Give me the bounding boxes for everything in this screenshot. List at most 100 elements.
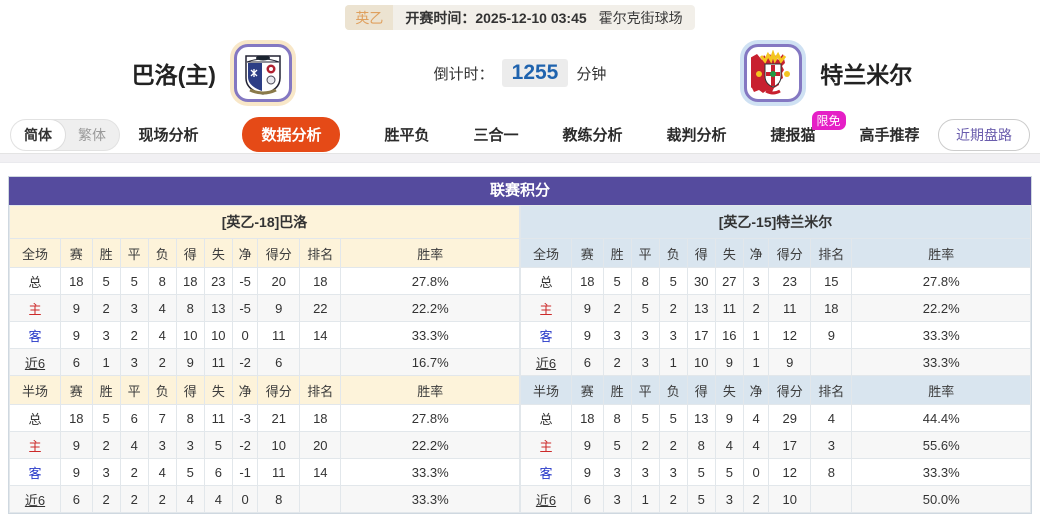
- stat-cell: 10: [768, 485, 812, 513]
- column-header: 全场: [520, 238, 572, 268]
- stat-cell: 20: [299, 431, 342, 459]
- lang-traditional-button[interactable]: 繁体: [78, 126, 106, 143]
- stat-cell: 9: [714, 404, 744, 432]
- stat-cell: 2: [630, 431, 660, 459]
- row-label: 近6: [520, 348, 572, 376]
- stat-cell: 30: [686, 267, 716, 295]
- stat-cell: 27.8%: [340, 267, 520, 295]
- row-label: 客: [9, 458, 61, 486]
- stat-cell: 6: [203, 458, 233, 486]
- stat-cell: 9: [571, 294, 604, 322]
- stat-cell: 15: [810, 267, 853, 295]
- stat-cell: 1: [658, 348, 688, 376]
- stat-cell: 3: [810, 431, 853, 459]
- stat-cell: 18: [60, 404, 93, 432]
- row-label: 主: [9, 431, 61, 459]
- stat-cell: 8: [810, 458, 853, 486]
- stat-cell: 27.8%: [851, 267, 1031, 295]
- stat-cell: 9: [571, 458, 604, 486]
- row-label: 客: [520, 321, 572, 349]
- stat-cell: 5: [91, 267, 121, 295]
- stat-cell: 6: [60, 348, 93, 376]
- stat-cell: -2: [231, 348, 259, 376]
- column-header: 得: [686, 375, 716, 405]
- nav-tab[interactable]: 现场分析: [138, 127, 199, 144]
- stat-cell: 33.3%: [851, 321, 1031, 349]
- column-header: 负: [147, 375, 177, 405]
- nav-tab[interactable]: 教练分析: [562, 127, 623, 144]
- lang-simplified-button[interactable]: 简体: [11, 119, 66, 150]
- stat-cell: 9: [571, 321, 604, 349]
- stat-cell: 13: [686, 404, 716, 432]
- stat-cell: 4: [147, 321, 177, 349]
- stat-cell: 3: [602, 458, 632, 486]
- column-header: 赛: [571, 238, 604, 268]
- stat-cell: 44.4%: [851, 404, 1031, 432]
- column-header: 得分: [768, 238, 812, 268]
- team-section-title: [英乙-15]特兰米尔: [520, 205, 1031, 239]
- stat-cell: 9: [175, 348, 205, 376]
- stat-cell: -5: [231, 267, 259, 295]
- stat-cell: 9: [571, 431, 604, 459]
- stat-cell: 0: [231, 321, 259, 349]
- column-header: 排名: [810, 238, 853, 268]
- stat-cell: 8: [257, 485, 301, 513]
- column-header: 排名: [299, 238, 342, 268]
- stat-cell: 9: [810, 321, 853, 349]
- stat-cell: 11: [257, 321, 301, 349]
- stat-cell: 10: [175, 321, 205, 349]
- column-header: 失: [203, 238, 233, 268]
- column-header: 胜率: [851, 375, 1031, 405]
- column-header: 得分: [257, 375, 301, 405]
- stat-cell: 6: [60, 485, 93, 513]
- nav-tab[interactable]: 数据分析: [242, 117, 341, 152]
- stat-cell: 50.0%: [851, 485, 1031, 513]
- column-header: 得: [175, 238, 205, 268]
- team-table: [英乙-15]特兰米尔 全场赛胜平负得失净得分 排名 胜率总 18 5 8 5 30 27 3 23 1…: [520, 205, 1031, 513]
- stat-cell: 11: [768, 294, 812, 322]
- stat-cell: 9: [60, 294, 93, 322]
- stat-cell: 5: [602, 267, 632, 295]
- stat-cell: 3: [630, 458, 660, 486]
- column-header: 失: [714, 238, 744, 268]
- countdown: 倒计时： 1255 分钟: [394, 59, 647, 87]
- stat-cell: 7: [147, 404, 177, 432]
- stat-cell: 10: [203, 321, 233, 349]
- row-label: 客: [520, 458, 572, 486]
- nav-tab[interactable]: 高手推荐: [859, 127, 920, 144]
- row-label: 总: [9, 267, 61, 295]
- stat-cell: 33.3%: [340, 321, 520, 349]
- stat-cell: 18: [571, 267, 604, 295]
- stat-cell: 12: [768, 321, 812, 349]
- stat-cell: 6: [119, 404, 149, 432]
- nav-tab[interactable]: 捷报猫 限免: [771, 111, 846, 145]
- column-header: 平: [630, 238, 660, 268]
- stat-cell: 3: [91, 458, 121, 486]
- column-header: 失: [203, 375, 233, 405]
- language-toggle[interactable]: 简体 繁体: [10, 118, 120, 151]
- stat-cell: 1: [91, 348, 121, 376]
- column-header: 赛: [60, 238, 93, 268]
- stat-cell: 5: [658, 404, 688, 432]
- league-points-section: 联赛积分 [英乙-18]巴洛 全场赛胜平负得失净得分 排名 胜率总 18 5 5 8 18 23-…: [8, 176, 1032, 514]
- stat-cell: 3: [714, 485, 744, 513]
- stat-cell: 20: [257, 267, 301, 295]
- table-row: 总 18 8 5 5 13 9 4 29 4 44.4%: [520, 404, 1031, 432]
- nav-tab[interactable]: 胜平负: [384, 127, 430, 144]
- row-label: 总: [9, 404, 61, 432]
- stat-cell: 11: [714, 294, 744, 322]
- stat-cell: 3: [119, 294, 149, 322]
- nav-tab[interactable]: 三合一: [473, 127, 519, 144]
- away-team-name: 特兰米尔: [820, 62, 913, 88]
- column-header: 净: [742, 375, 770, 405]
- stat-cell: 17: [686, 321, 716, 349]
- column-header: 胜率: [851, 238, 1031, 268]
- recent-odds-button[interactable]: 近期盘路: [938, 118, 1030, 151]
- nav-tab[interactable]: 裁判分析: [666, 127, 727, 144]
- stat-cell: 3: [630, 348, 660, 376]
- column-header: 得: [686, 238, 716, 268]
- row-label: 近6: [9, 348, 61, 376]
- stat-cell: 2: [91, 294, 121, 322]
- stat-cell: 5: [714, 458, 744, 486]
- row-label: 主: [9, 294, 61, 322]
